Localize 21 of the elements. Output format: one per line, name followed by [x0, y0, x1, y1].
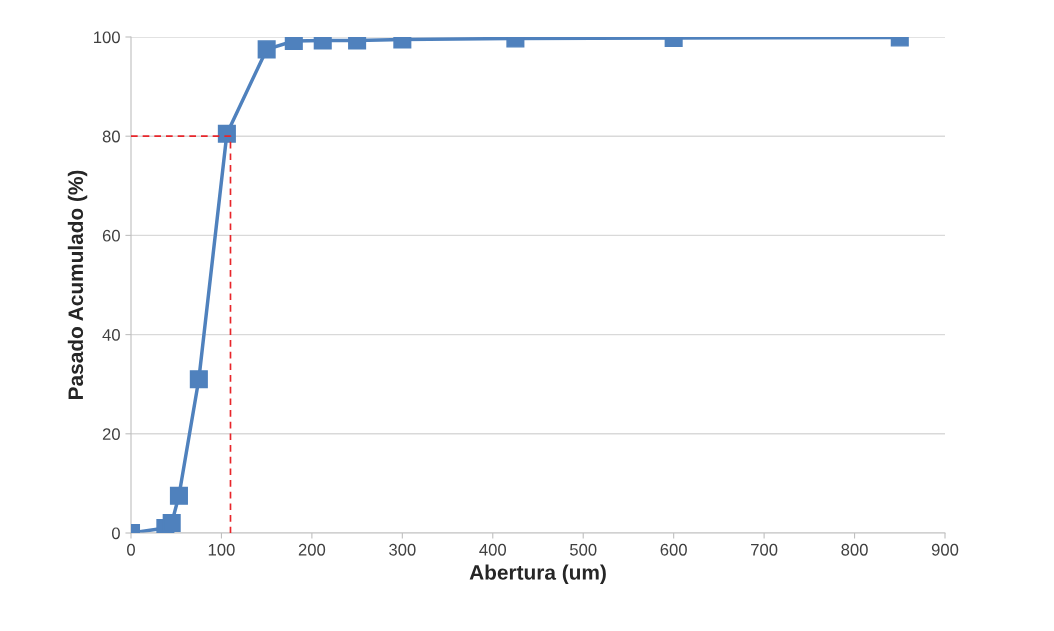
x-tick-label: 100 — [208, 543, 235, 556]
y-tick-label: 0 — [111, 527, 120, 540]
point — [169, 486, 188, 505]
y-tick-label: 100 — [94, 31, 120, 44]
x-tick-label: 200 — [298, 543, 326, 556]
x-tick-label: 700 — [751, 543, 778, 556]
x-tick-label: 900 — [931, 543, 959, 556]
y-tick-label: 60 — [102, 229, 120, 242]
y-tick-label: 40 — [102, 329, 120, 341]
x-tick-label: 0 — [127, 543, 135, 556]
point — [162, 514, 181, 533]
x-tick-label: 800 — [841, 543, 868, 556]
y-tick-label: 80 — [102, 130, 120, 143]
y-axis-title: Pasado Acumulado (%) — [67, 170, 88, 399]
x-tick-label: 600 — [660, 543, 687, 556]
x-tick-label: 300 — [389, 543, 416, 556]
x-tick-label: 500 — [569, 543, 597, 556]
y-tick-label: 20 — [102, 428, 120, 440]
point — [189, 370, 208, 389]
x-axis-title: Abertura (um) — [469, 564, 606, 584]
x-tick-label: 400 — [479, 543, 507, 556]
